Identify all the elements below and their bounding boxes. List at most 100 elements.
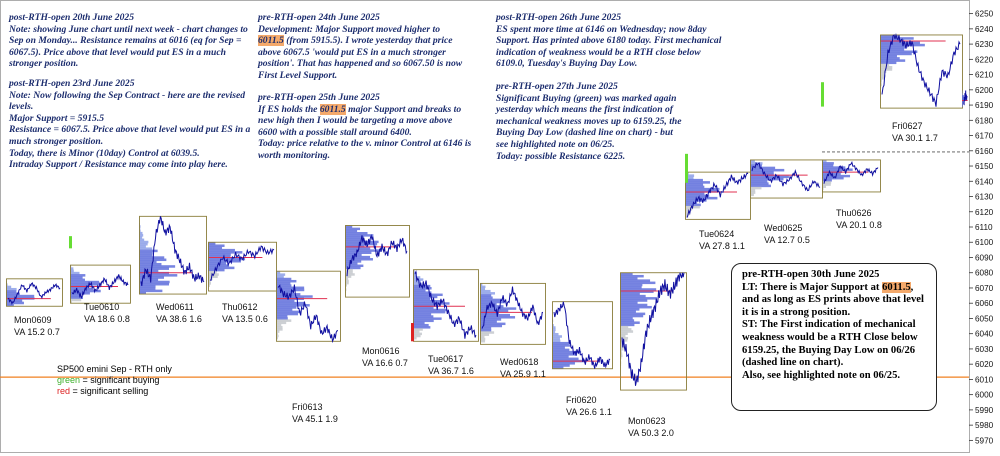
session-range-box: [276, 270, 341, 342]
volume-profile-bar: [750, 180, 768, 183]
volume-profile-bar: [880, 50, 918, 53]
volume-profile-bar: [139, 269, 159, 273]
y-tick-label: 5980: [975, 421, 994, 430]
note-24-june-text-b: (from 5915.5). I wrote yesterday that pr…: [258, 35, 463, 81]
volume-profile-bar: [620, 328, 632, 331]
volume-profile-bar: [413, 334, 421, 338]
volume-profile-bar: [620, 312, 646, 316]
volume-profile-bar: [685, 181, 710, 184]
volume-profile-bar: [70, 269, 74, 273]
volume-profile-bar: [345, 249, 382, 252]
volume-profile-bar: [620, 321, 640, 324]
session-date-label: Fri0620: [566, 395, 597, 405]
y-tick-label: 6040: [975, 330, 994, 339]
volume-profile-bar: [880, 48, 905, 51]
y-tick-label: 6170: [975, 132, 994, 141]
volume-profile-bar: [276, 323, 282, 327]
volume-profile-bar: [413, 289, 426, 292]
volume-profile-bar: [139, 247, 153, 250]
volume-profile-bar: [70, 298, 82, 302]
volume-profile-bar: [822, 177, 844, 180]
volume-profile-bar: [685, 210, 690, 213]
volume-profile-bar: [880, 46, 907, 49]
volume-profile-bar: [208, 253, 231, 256]
volume-profile-bar: [139, 274, 178, 277]
volume-profile-bar: [480, 300, 506, 304]
volume-profile-bar: [480, 294, 492, 297]
volume-profile-bar: [620, 279, 651, 282]
volume-profile-bar: [620, 297, 657, 300]
volume-profile-bar: [822, 179, 832, 182]
volume-profile-bar: [552, 355, 569, 358]
price-line: [823, 161, 879, 184]
volume-profile-bar: [276, 332, 279, 336]
y-tick-label: 6140: [975, 177, 994, 186]
price-line: [751, 161, 821, 192]
volume-profile-bar: [208, 271, 217, 274]
volume-profile-bar: [685, 176, 694, 180]
y-tick-label: 6240: [975, 25, 994, 34]
volume-profile-bar: [6, 294, 35, 298]
y-tick-label: 6150: [975, 162, 994, 171]
volume-profile-bar: [345, 240, 379, 244]
note-30-june-callout: pre-RTH-open 30th June 2025 LT: There is…: [731, 263, 937, 411]
note-25-june-text-b: major Support and breaks to new high the…: [258, 103, 462, 138]
note-25-june-today: Today: price relative to the v. minor Co…: [258, 138, 472, 161]
volume-profile-bar: [620, 286, 642, 289]
session-range-box: [6, 278, 63, 307]
callout-lt-rest: , and as long as ES prints above that le…: [742, 281, 924, 318]
volume-profile-bar: [880, 72, 885, 76]
volume-profile-bar: [345, 258, 373, 261]
volume-profile-bar: [6, 292, 20, 296]
volume-profile-bar: [70, 294, 81, 297]
volume-profile-bar: [345, 281, 349, 285]
session-va-label: VA 25.9 1.1: [500, 369, 546, 379]
y-tick-label: 5970: [975, 436, 994, 445]
session-range-box: [345, 225, 410, 298]
volume-profile-bar: [208, 255, 231, 259]
volume-profile-bar: [620, 299, 648, 302]
volume-profile-bar: [345, 227, 361, 231]
volume-profile-bar: [276, 319, 292, 322]
volume-profile-bar: [276, 328, 283, 331]
session-date-label: Thu0612: [222, 302, 258, 312]
volume-profile-bar: [139, 282, 170, 286]
price-line: [7, 282, 61, 305]
volume-profile-bar: [70, 300, 72, 304]
volume-profile-bar: [880, 77, 885, 80]
chart-plot-area: [0, 0, 970, 453]
callout-highlight: 6011.5: [882, 281, 911, 293]
volume-profile-bar: [70, 292, 90, 295]
legend-title: SP500 emini Sep - RTH only: [57, 364, 172, 374]
session-va-label: VA 20.1 0.8: [836, 220, 882, 230]
buying-marker: [69, 236, 72, 249]
volume-profile-bar: [685, 174, 695, 177]
volume-profile-bar: [750, 184, 771, 188]
note-24-june: pre-RTH-open 24th June 2025 Development:…: [258, 12, 468, 82]
volume-profile-bar: [276, 277, 292, 281]
price-line: [140, 216, 205, 286]
volume-profile-bar: [880, 74, 886, 78]
volume-profile-bar: [962, 92, 963, 96]
volume-profile-bar: [962, 97, 966, 101]
session-date-label: Mon0616: [362, 346, 400, 356]
y-tick-label: 6160: [975, 147, 994, 156]
callout-title: pre-RTH-open 30th June 2025: [742, 269, 880, 280]
volume-profile-bar: [552, 366, 564, 370]
y-tick-label: 6070: [975, 284, 994, 293]
volume-profile-bar: [139, 280, 170, 284]
volume-profile-bar: [480, 331, 495, 334]
volume-profile-bar: [620, 292, 640, 296]
volume-profile-bar: [208, 244, 225, 247]
volume-profile-bar: [276, 306, 297, 309]
volume-profile-bar: [6, 303, 14, 307]
volume-profile-bar: [70, 289, 101, 293]
session-date-label: Mon0623: [628, 416, 666, 426]
volume-profile-bar: [685, 192, 705, 195]
volume-profile-bar: [552, 339, 561, 343]
volume-profile-bar: [552, 328, 556, 332]
volume-profile-bar: [685, 194, 710, 198]
note-25-june: pre-RTH-open 25th June 2025 If ES holds …: [258, 92, 472, 162]
volume-profile-bar: [480, 340, 486, 343]
volume-profile-bar: [620, 314, 644, 318]
